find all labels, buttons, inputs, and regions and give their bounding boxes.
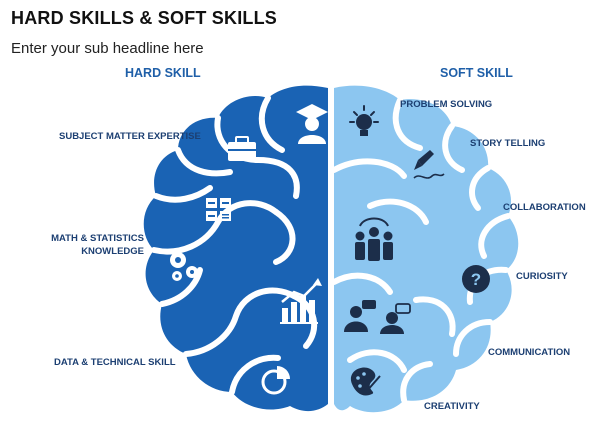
- soft-skill-label-collaboration: COLLABORATION: [503, 202, 586, 213]
- palette-icon: [350, 367, 381, 396]
- page-title: HARD SKILLS & SOFT SKILLS: [11, 8, 277, 28]
- page-subtitle: Enter your sub headline here: [11, 40, 204, 57]
- soft-skill-label-communication: COMMUNICATION: [488, 347, 571, 358]
- pen-icon: [413, 150, 445, 179]
- hard-skill-label-data-technical: DATA & TECHNICAL SKILL: [54, 357, 176, 368]
- pie-chart-icon: [261, 366, 290, 395]
- gears-icon: [170, 252, 198, 281]
- left-hemisphere: [143, 85, 328, 412]
- conversation-icon: [344, 300, 411, 334]
- team-icon: [355, 217, 393, 261]
- soft-skill-label-story-telling: STORY TELLING: [470, 138, 546, 149]
- chart-icon: [280, 278, 322, 324]
- hard-skill-label-subject-matter: SUBJECT MATTER EXPERTISE: [59, 131, 201, 142]
- hard-skill-heading: HARD SKILL: [125, 66, 201, 80]
- math-label-line1: MATH & STATISTICS: [51, 233, 144, 244]
- graduate-icon: [296, 104, 328, 144]
- soft-skill-label-curiosity: CURIOSITY: [516, 271, 568, 282]
- lightbulb-icon: [349, 105, 379, 136]
- hard-skill-label-math-statistics: MATH & STATISTICS KNOWLEDGE: [42, 232, 144, 258]
- svg-text:?: ?: [471, 270, 481, 289]
- question-icon: ?: [462, 265, 490, 293]
- right-hemisphere: ?: [331, 85, 519, 413]
- soft-skill-label-problem-solving: PROBLEM SOLVING: [400, 99, 493, 110]
- math-label-line2: KNOWLEDGE: [81, 246, 144, 257]
- calculator-icon: [206, 198, 231, 221]
- briefcase-icon: [228, 136, 256, 161]
- soft-skill-heading: SOFT SKILL: [440, 66, 513, 80]
- soft-skill-label-creativity: CREATIVITY: [424, 401, 480, 412]
